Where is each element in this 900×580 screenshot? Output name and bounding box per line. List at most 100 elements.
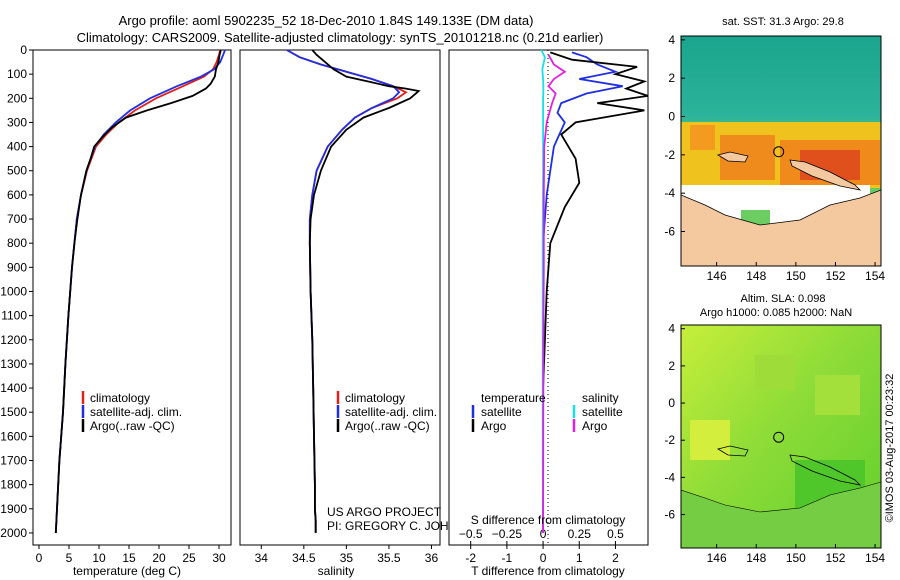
sst-map-axes: 146 148 150 152 154 4 2 0 -2 -4 -6 (664, 33, 885, 283)
x-tick-label: 10 (92, 551, 106, 565)
sla-map-axes: 146 148 150 152 154 4 2 0 -2 -4 -6 (664, 322, 885, 565)
temperature-x-axis: 0 5 10 15 20 25 30 (36, 545, 226, 565)
x-tick-label: 0 (36, 551, 43, 565)
sla-map-title: Altim. SLA: 0.098 (741, 293, 826, 305)
x-tick-label: 5 (66, 551, 73, 565)
map-y-tick-label: -2 (664, 433, 675, 447)
salinity-xlabel: salinity (318, 564, 355, 578)
series-line-s-argo (542, 54, 567, 533)
depth-tick-label: 2000 (0, 526, 27, 540)
map-y-tick-label: 4 (668, 33, 675, 47)
legend-label-argo: Argo(..raw -QC) (345, 419, 430, 433)
legend-label-s-satellite: satellite (582, 405, 623, 419)
depth-tick-label: 500 (7, 164, 27, 178)
x-tick-label: 15 (122, 551, 136, 565)
sst-map-frame (680, 35, 882, 267)
map-x-tick-label: 148 (746, 269, 766, 283)
s-tick-label: 0 (540, 527, 547, 541)
credit-project: US ARGO PROJECT (327, 505, 442, 519)
map-y-tick-label: -6 (664, 508, 675, 522)
sst-map-field (681, 36, 881, 266)
x-tick-label: 2 (612, 551, 619, 565)
difference-x-axis: -2 -1 0 1 2 −0.5 −0.25 0 0.25 0.5 (459, 527, 624, 565)
depth-tick-label: 1200 (0, 333, 27, 347)
temperature-series (54, 49, 226, 533)
sla-map-subtitle: Argo h1000: 0.085 h2000: NaN (700, 307, 852, 319)
temperature-legend: climatology satellite-adj. clim. Argo(..… (81, 391, 182, 433)
sla-map-panel: Altim. SLA: 0.098 Argo h1000: 0.085 h200… (664, 293, 885, 565)
legend-label-t-argo: Argo (481, 419, 507, 433)
depth-tick-label: 700 (7, 212, 27, 226)
depth-tick-label: 300 (7, 115, 27, 129)
x-tick-label: 36 (425, 551, 439, 565)
map-y-tick-label: 2 (668, 71, 675, 85)
legend-label-t-satellite: satellite (481, 405, 522, 419)
series-line-argo-raw-qc- (308, 49, 421, 533)
depth-tick-label: 800 (7, 236, 27, 250)
depth-tick-label: 1600 (0, 429, 27, 443)
legend-title-temperature: temperature (481, 391, 546, 405)
map-y-tick-label: 0 (668, 396, 675, 410)
sst-map-panel: sat. SST: 31.3 Argo: 29.8 146 148 150 152 15… (664, 16, 885, 283)
depth-tick-label: 1300 (0, 357, 27, 371)
legend-label-climatology: climatology (90, 391, 150, 405)
map-x-tick-label: 152 (825, 551, 845, 565)
map-x-tick-label: 152 (825, 269, 845, 283)
map-x-tick-label: 154 (865, 269, 885, 283)
depth-tick-label: 1500 (0, 405, 27, 419)
sst-map-title: sat. SST: 31.3 Argo: 29.8 (722, 16, 844, 28)
temperature-xlabel: temperature (deg C) (73, 564, 181, 578)
x-tick-label: 34 (255, 551, 269, 565)
x-tick-label: 25 (182, 551, 196, 565)
map-y-tick-label: -4 (664, 186, 675, 200)
salinity-legend: climatology satellite-adj. clim. Argo(..… (336, 391, 437, 433)
figure-title: Argo profile: aoml 5902235_52 18-Dec-201… (119, 13, 534, 28)
map-y-tick-label: -6 (664, 225, 675, 239)
legend-label-satellite: satellite-adj. clim. (90, 405, 182, 419)
s-difference-label: S difference from climatology (471, 513, 626, 527)
map-y-tick-label: -2 (664, 148, 675, 162)
s-tick-label: 0.25 (568, 527, 592, 541)
depth-tick-label: 600 (7, 188, 27, 202)
legend-label-climatology: climatology (345, 391, 405, 405)
depth-tick-label: 200 (7, 91, 27, 105)
s-tick-label: 0.5 (607, 527, 624, 541)
difference-series (540, 49, 649, 533)
depth-tick-label: 0 (20, 43, 27, 57)
legend-label-argo: Argo(..raw -QC) (90, 419, 175, 433)
temperature-panel: 0100200300400500600700800900100011001200… (0, 43, 453, 578)
map-x-tick-label: 146 (707, 551, 727, 565)
t-difference-label: T difference from climatology (471, 564, 625, 578)
x-tick-label: 30 (212, 551, 226, 565)
x-tick-label: -2 (465, 551, 476, 565)
depth-tick-label: 400 (7, 140, 27, 154)
salinity-x-axis: 34 34.5 35 35.5 36 (255, 545, 439, 565)
imos-watermark: ©IMOS 03-Aug-2017 00:23:32 (884, 374, 896, 523)
depth-tick-label: 100 (7, 67, 27, 81)
x-tick-label: 35 (340, 551, 354, 565)
s-tick-label: −0.5 (459, 527, 483, 541)
map-y-tick-label: 2 (668, 359, 675, 373)
x-tick-label: 20 (152, 551, 166, 565)
depth-tick-label: 1400 (0, 381, 27, 395)
map-y-tick-label: 0 (668, 110, 675, 124)
depth-tick-label: 1900 (0, 502, 27, 516)
depth-tick-label: 1000 (0, 284, 27, 298)
legend-label-s-argo: Argo (582, 419, 608, 433)
map-x-tick-label: 148 (746, 551, 766, 565)
map-x-tick-label: 146 (707, 269, 727, 283)
difference-panel: -2 -1 0 1 2 −0.5 −0.25 0 0.25 0.5 S difference fr… (448, 49, 649, 578)
temperature-plot-frame (32, 49, 232, 546)
salinity-series (286, 49, 421, 533)
salinity-panel: 34 34.5 35 35.5 36 salinity climatology sate… (239, 49, 483, 578)
credit-pi: PI: GREGORY C. JOHNSON (327, 519, 483, 533)
x-tick-label: 0 (540, 551, 547, 565)
s-tick-label: −0.25 (492, 527, 523, 541)
depth-tick-label: 1100 (1, 309, 27, 323)
sla-map-frame (680, 324, 882, 549)
map-x-tick-label: 150 (786, 269, 806, 283)
x-tick-label: 34.5 (292, 551, 316, 565)
figure-subtitle: Climatology: CARS2009. Satellite-adjuste… (77, 30, 604, 45)
x-tick-label: 1 (576, 551, 583, 565)
